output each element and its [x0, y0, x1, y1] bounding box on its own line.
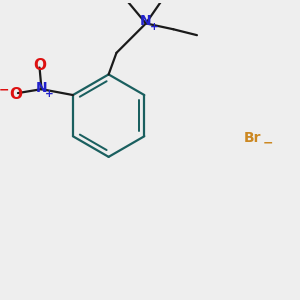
Text: +: +	[45, 89, 54, 99]
Text: O: O	[33, 58, 46, 73]
Text: −: −	[0, 84, 10, 97]
Text: −: −	[262, 136, 273, 150]
Text: +: +	[149, 22, 158, 32]
Text: N: N	[36, 81, 47, 95]
Text: Br: Br	[244, 131, 262, 145]
Text: N: N	[140, 14, 152, 28]
Text: O: O	[10, 87, 22, 102]
